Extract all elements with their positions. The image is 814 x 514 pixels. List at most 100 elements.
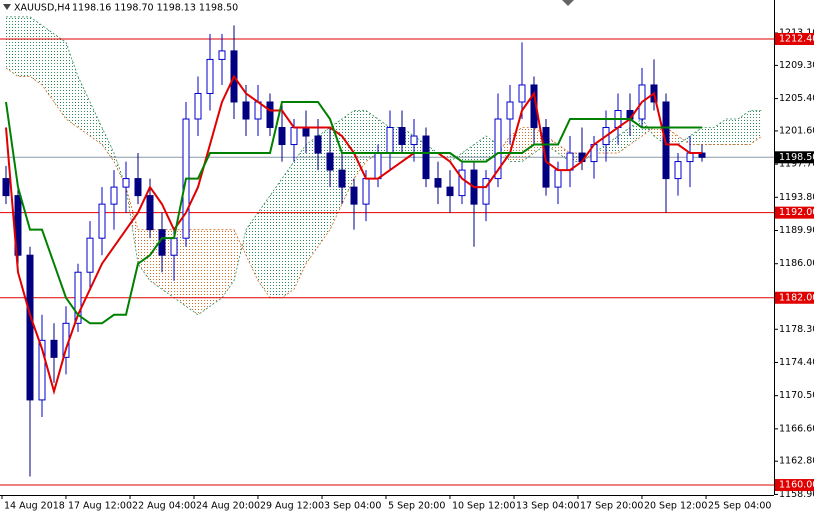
x-tick-label: 24 Aug 20:00 bbox=[196, 501, 260, 512]
cloud-segment bbox=[30, 16, 42, 85]
candle-body bbox=[386, 127, 394, 154]
y-tick-label: 1186.00 bbox=[779, 258, 814, 269]
y-tick-label: 1201.60 bbox=[779, 125, 814, 136]
shift-marker bbox=[562, 0, 574, 6]
candle-body bbox=[278, 127, 286, 146]
cloud-segment bbox=[738, 110, 750, 145]
y-tick-label: 1178.30 bbox=[779, 324, 814, 335]
cloud-segment bbox=[186, 229, 198, 315]
candle-body bbox=[2, 178, 10, 197]
x-tick-label: 10 Sep 12:00 bbox=[452, 501, 515, 512]
cloud-segment bbox=[726, 119, 738, 145]
cloud-segment bbox=[294, 144, 306, 290]
level-label: 1212.40 bbox=[779, 33, 814, 44]
cloud-segment bbox=[138, 229, 150, 281]
candle-body bbox=[374, 152, 382, 180]
candle-body bbox=[554, 169, 562, 188]
price-box bbox=[775, 151, 814, 164]
cloud-segment bbox=[66, 42, 78, 128]
candle-body bbox=[290, 127, 298, 146]
candle-body bbox=[86, 237, 94, 273]
candle-body bbox=[674, 161, 682, 180]
candle-body bbox=[242, 101, 250, 120]
x-tick-label: 13 Sep 04:00 bbox=[516, 501, 579, 512]
candle-body bbox=[314, 135, 322, 154]
cloud-segment bbox=[78, 76, 90, 137]
cloud-segment bbox=[210, 229, 222, 307]
y-tick-label: 1170.50 bbox=[779, 390, 814, 401]
level-box bbox=[775, 32, 814, 45]
level-label: 1182.00 bbox=[779, 292, 814, 303]
cloud-segment bbox=[270, 178, 282, 298]
candle-body bbox=[170, 237, 178, 256]
candle-body bbox=[518, 84, 526, 103]
candle-body bbox=[458, 169, 466, 197]
candle-body bbox=[194, 92, 202, 120]
x-tick-label: 25 Sep 04:00 bbox=[708, 501, 771, 512]
cloud-segment bbox=[306, 136, 318, 264]
cloud-segment bbox=[18, 16, 30, 77]
candle-body bbox=[134, 178, 142, 197]
candle-body bbox=[98, 203, 106, 239]
candle-body bbox=[482, 178, 490, 205]
y-tick-label: 1174.40 bbox=[779, 357, 814, 368]
cloud-segment bbox=[282, 161, 294, 298]
x-tick-label: 14 Aug 2018 bbox=[4, 501, 65, 512]
y-tick-label: 1158.90 bbox=[779, 489, 814, 500]
cloud-segment bbox=[222, 229, 234, 298]
candle-body bbox=[506, 101, 514, 120]
candle-body bbox=[494, 118, 502, 180]
cloud-segment bbox=[258, 195, 270, 298]
candle-body bbox=[410, 135, 418, 146]
level-label: 1192.00 bbox=[779, 207, 814, 218]
candle-body bbox=[218, 50, 226, 60]
candle-body bbox=[338, 169, 346, 188]
level-box bbox=[775, 291, 814, 304]
candle-body bbox=[122, 178, 130, 188]
y-tick-label: 1162.80 bbox=[779, 456, 814, 467]
candle-body bbox=[302, 127, 310, 137]
candle-body bbox=[38, 339, 46, 401]
plot bbox=[0, 16, 774, 486]
candle-body bbox=[446, 186, 454, 197]
cloud-segment bbox=[246, 212, 258, 281]
y-tick-label: 1209.30 bbox=[779, 60, 814, 71]
candle-body bbox=[50, 339, 58, 358]
cloud-segment bbox=[618, 127, 630, 154]
cloud-segment bbox=[102, 127, 114, 162]
cloud-segment bbox=[90, 101, 102, 145]
cloud-segment bbox=[522, 127, 534, 162]
y-tick-label: 1189.90 bbox=[779, 225, 814, 236]
x-tick-label: 17 Aug 12:00 bbox=[68, 501, 132, 512]
kijun-line bbox=[5, 100, 702, 325]
cloud-segment bbox=[198, 229, 210, 315]
y-tick-label: 1205.40 bbox=[779, 93, 814, 104]
cloud-segment bbox=[702, 127, 714, 145]
candle-body bbox=[398, 127, 406, 146]
x-tick-label: 20 Sep 12:00 bbox=[644, 501, 707, 512]
x-tick-label: 22 Aug 04:00 bbox=[132, 501, 196, 512]
candle-body bbox=[434, 178, 442, 188]
cloud-segment bbox=[750, 110, 762, 145]
candle-body bbox=[422, 135, 430, 180]
cloud-segment bbox=[42, 25, 54, 102]
y-tick-label: 1166.60 bbox=[779, 423, 814, 434]
candle-body bbox=[146, 195, 154, 231]
x-tick-label: 3 Sep 04:00 bbox=[324, 501, 381, 512]
cloud-segment bbox=[366, 110, 378, 162]
level-box bbox=[775, 206, 814, 219]
level-box bbox=[775, 479, 814, 492]
cloud-segment bbox=[498, 136, 510, 162]
candle-body bbox=[26, 254, 34, 401]
candle-body bbox=[326, 152, 334, 171]
price-label: 1198.50 bbox=[779, 152, 814, 163]
quote: 1198.16 1198.70 1198.13 1198.50 bbox=[72, 3, 238, 14]
x-tick-label: 29 Aug 12:00 bbox=[260, 501, 324, 512]
cloud-segment bbox=[606, 136, 618, 154]
chart-title: XAUUSD,H4 bbox=[14, 3, 70, 14]
candle-body bbox=[206, 58, 214, 94]
y-tick-label: 1197.70 bbox=[779, 159, 814, 170]
candle-body bbox=[74, 271, 82, 324]
